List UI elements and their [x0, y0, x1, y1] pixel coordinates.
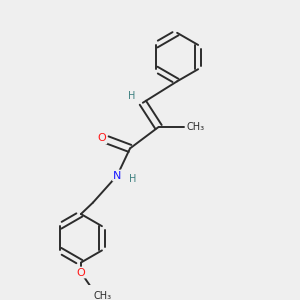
Text: O: O [98, 134, 106, 143]
Text: CH₃: CH₃ [93, 291, 111, 300]
Text: O: O [76, 268, 85, 278]
Text: H: H [128, 92, 135, 101]
Text: H: H [129, 174, 137, 184]
Text: N: N [113, 170, 122, 181]
Text: CH₃: CH₃ [187, 122, 205, 132]
